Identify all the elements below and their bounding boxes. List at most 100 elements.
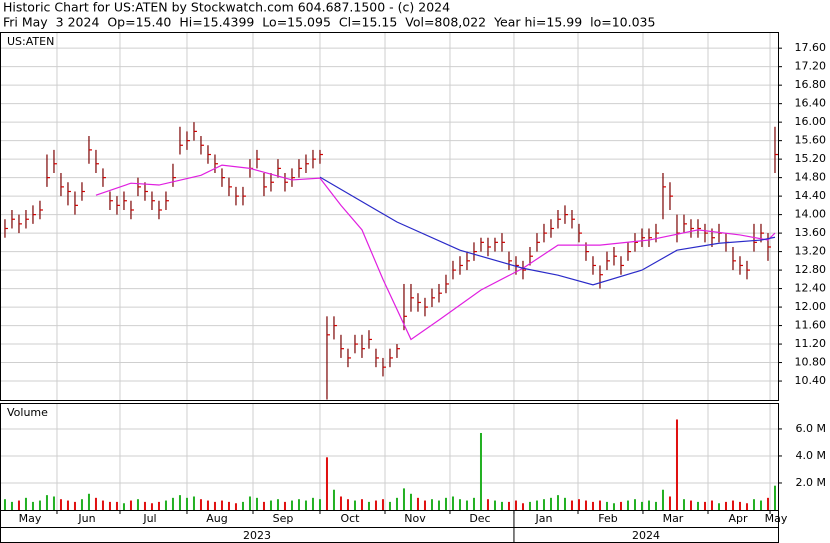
- volume-bar: [479, 432, 482, 510]
- x-tick-label: Jul: [142, 512, 156, 525]
- volume-bar: [647, 500, 650, 510]
- y2-tick-label: 6.0 M: [796, 422, 826, 435]
- volume-bar: [388, 501, 391, 510]
- volume-bar: [283, 501, 286, 510]
- volume-bar: [171, 497, 174, 510]
- volume-bar: [94, 497, 97, 510]
- volume-bar: [220, 500, 223, 510]
- volume-bar: [17, 500, 20, 510]
- volume-bar: [374, 500, 377, 510]
- volume-bar: [633, 499, 636, 510]
- volume-bar: [507, 501, 510, 510]
- x-tick-label: Feb: [598, 512, 617, 525]
- volume-bar: [59, 499, 62, 510]
- volume-bar: [234, 503, 237, 510]
- volume-bar: [535, 500, 538, 510]
- volume-bar: [584, 500, 587, 510]
- volume-bar: [297, 499, 300, 510]
- year-label: 2023: [243, 529, 271, 542]
- y-tick-label: 12.00: [795, 300, 827, 313]
- volume-bar: [626, 500, 629, 510]
- volume-bar: [640, 501, 643, 510]
- y-tick-label: 10.80: [795, 356, 827, 369]
- volume-bar: [486, 499, 489, 510]
- volume-bar: [52, 496, 55, 510]
- volume-bar: [150, 503, 153, 510]
- volume-bar: [766, 497, 769, 510]
- volume-bar: [619, 501, 622, 510]
- volume-bar: [381, 499, 384, 510]
- volume-bar: [24, 497, 27, 510]
- volume-bar: [542, 499, 545, 510]
- volume-bar: [66, 500, 69, 510]
- volume-bar: [472, 497, 475, 510]
- y-tick-label: 13.20: [795, 245, 827, 258]
- chart-subtitle: Fri May 3 2024 Op=15.40 Hi=15.4399 Lo=15…: [3, 15, 655, 30]
- volume-bar: [325, 457, 328, 510]
- volume-bar: [367, 501, 370, 510]
- volume-bar: [73, 501, 76, 510]
- volume-bar: [668, 496, 671, 510]
- volume-bar: [192, 496, 195, 510]
- volume-bar: [3, 499, 6, 510]
- volume-bar: [745, 503, 748, 510]
- volume-bar: [500, 501, 503, 510]
- volume-bar: [689, 500, 692, 510]
- volume-bar: [276, 499, 279, 510]
- volume-bar: [199, 499, 202, 510]
- y2-tick-label: 2.0 M: [796, 476, 826, 489]
- volume-bar: [164, 500, 167, 510]
- x-tick-label: Jun: [77, 512, 95, 525]
- volume-bar: [451, 496, 454, 510]
- volume-bar: [514, 500, 517, 510]
- volume-bar: [248, 496, 251, 510]
- x-tick-label: Aug: [206, 512, 227, 525]
- volume-bar: [773, 485, 776, 510]
- volume-bar: [717, 503, 720, 510]
- y-tick-label: 17.20: [795, 60, 827, 73]
- volume-bar: [129, 500, 132, 510]
- volume-bar: [185, 497, 188, 510]
- price-panel: [0, 32, 779, 401]
- volume-bar: [87, 493, 90, 510]
- volume-bar: [227, 501, 230, 510]
- volume-bar: [318, 499, 321, 510]
- volume-bar: [360, 499, 363, 510]
- volume-bar: [262, 501, 265, 510]
- volume-bar: [80, 499, 83, 510]
- x-tick-label: Mar: [663, 512, 684, 525]
- volume-bar: [752, 499, 755, 510]
- volume-bar: [521, 503, 524, 510]
- y-tick-label: 10.40: [795, 374, 827, 387]
- y-tick-label: 14.00: [795, 208, 827, 221]
- volume-bar: [612, 503, 615, 510]
- moving-average: [95, 164, 776, 341]
- y-tick-label: 15.20: [795, 152, 827, 165]
- volume-bar: [311, 497, 314, 510]
- volume-bar: [549, 497, 552, 510]
- y-tick-label: 13.60: [795, 226, 827, 239]
- volume-bar: [682, 499, 685, 510]
- y-tick-label: 16.00: [795, 115, 827, 128]
- volume-bar: [255, 497, 258, 510]
- volume-bar: [759, 500, 762, 510]
- x-tick-label: May: [765, 512, 788, 525]
- volume-bar: [213, 501, 216, 510]
- x-tick-label: Apr: [728, 512, 748, 525]
- symbol-label: US:ATEN: [7, 35, 54, 48]
- volume-bar: [304, 500, 307, 510]
- volume-bar: [409, 493, 412, 510]
- x-tick-label: Nov: [404, 512, 426, 525]
- volume-bar: [724, 501, 727, 510]
- volume-bar: [570, 500, 573, 510]
- y2-tick-label: 4.0 M: [796, 449, 826, 462]
- y-tick-label: 14.40: [795, 189, 827, 202]
- volume-bar: [591, 501, 594, 510]
- y-tick-label: 11.60: [795, 319, 827, 332]
- x-tick-label: May: [19, 512, 42, 525]
- volume-bar: [605, 501, 608, 510]
- volume-bar: [143, 501, 146, 510]
- y-tick-label: 16.40: [795, 97, 827, 110]
- volume-bar: [332, 489, 335, 510]
